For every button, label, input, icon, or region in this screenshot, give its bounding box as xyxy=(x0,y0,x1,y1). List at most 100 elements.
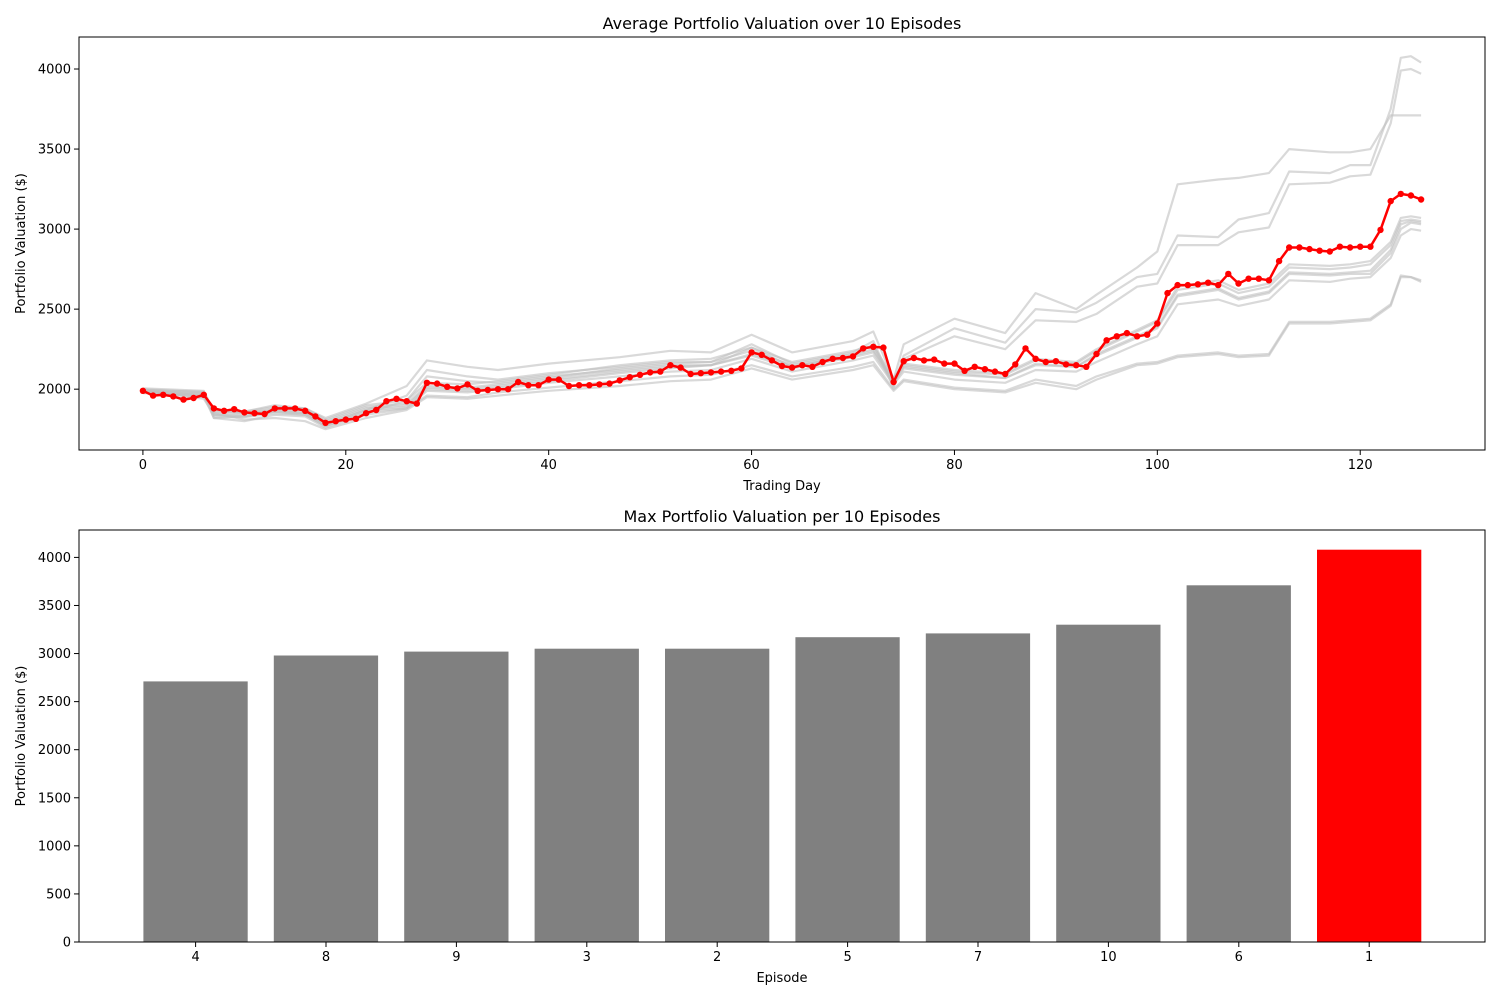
episode-line-9 xyxy=(142,274,1422,429)
average-point xyxy=(961,367,968,374)
average-point xyxy=(373,406,380,414)
y-tick-label: 0 xyxy=(63,936,71,951)
average-point xyxy=(1306,245,1313,253)
average-point xyxy=(180,396,187,403)
average-point xyxy=(444,383,451,390)
average-point xyxy=(312,413,319,420)
average-point xyxy=(941,360,948,367)
average-point xyxy=(768,357,776,364)
average-point xyxy=(423,379,431,386)
average-point xyxy=(1144,331,1151,338)
average-point xyxy=(555,376,562,383)
average-point xyxy=(819,358,826,366)
line-chart-title: Average Portfolio Valuation over 10 Epis… xyxy=(603,14,962,33)
average-point xyxy=(717,368,725,375)
average-point xyxy=(160,391,167,398)
average-point xyxy=(1336,243,1344,250)
average-point xyxy=(1164,289,1171,297)
average-point xyxy=(1032,355,1039,362)
average-point xyxy=(200,391,207,398)
episode-line-5 xyxy=(142,215,1422,421)
average-point xyxy=(799,362,806,369)
x-tick-label: 6 xyxy=(1235,950,1243,965)
average-point xyxy=(281,405,289,412)
average-point xyxy=(636,371,644,378)
average-point xyxy=(880,344,887,351)
average-point xyxy=(535,382,542,389)
average-point xyxy=(1194,281,1202,288)
average-point xyxy=(413,400,420,407)
x-tick-label: 8 xyxy=(322,950,330,965)
average-point xyxy=(981,366,989,373)
average-point xyxy=(403,398,410,405)
episode-line-2 xyxy=(142,228,1422,428)
average-point xyxy=(728,367,735,374)
average-point xyxy=(291,405,299,412)
y-tick-label: 2000 xyxy=(38,383,71,398)
average-point xyxy=(991,368,999,375)
average-point xyxy=(383,398,390,405)
bar-x-ticks: 4 8 9 3 2 5 7 10 6 1 xyxy=(191,942,1373,965)
average-point xyxy=(190,394,197,402)
average-point xyxy=(342,416,349,423)
line-y-ticks: 2000 2500 3000 3500 4000 xyxy=(38,63,79,398)
average-point xyxy=(494,386,502,393)
average-point xyxy=(758,351,765,358)
episode-line-10 xyxy=(142,276,1422,431)
average-point xyxy=(870,343,877,350)
average-point xyxy=(1255,275,1263,282)
y-tick-label: 4000 xyxy=(38,63,71,78)
bar-episode-3 xyxy=(534,648,639,942)
average-point xyxy=(920,357,928,364)
average-point xyxy=(474,387,481,394)
average-point xyxy=(839,354,847,362)
y-tick-label: 3000 xyxy=(38,647,71,662)
y-tick-label: 3500 xyxy=(38,143,71,158)
average-point xyxy=(1042,358,1050,366)
average-point xyxy=(1296,244,1303,251)
average-point xyxy=(210,405,218,412)
bar-chart-title: Max Portfolio Valuation per 10 Episodes xyxy=(624,507,941,526)
average-point xyxy=(738,365,745,372)
average-point xyxy=(433,380,441,387)
average-point xyxy=(525,382,532,389)
bar-y-ticks: 0 500 1000 1500 2000 2500 3000 3500 4000 xyxy=(38,551,79,951)
average-point xyxy=(1012,361,1019,368)
average-point xyxy=(231,406,238,413)
bar-episode-9 xyxy=(404,651,509,942)
average-point xyxy=(302,407,309,414)
average-point xyxy=(1407,192,1415,199)
average-point xyxy=(1235,280,1242,287)
y-tick-label: 1500 xyxy=(38,791,71,806)
average-point xyxy=(1397,190,1405,198)
average-point xyxy=(1002,370,1009,378)
average-point xyxy=(1225,270,1232,278)
average-point xyxy=(575,382,583,389)
average-point xyxy=(251,410,258,417)
average-point xyxy=(1417,196,1425,203)
x-tick-label: 4 xyxy=(191,950,199,965)
average-point xyxy=(332,418,339,425)
average-point xyxy=(139,387,147,394)
average-point xyxy=(504,386,512,393)
average-point xyxy=(1387,197,1394,205)
x-tick-label: 7 xyxy=(974,950,982,965)
y-tick-label: 2500 xyxy=(38,303,71,318)
average-point xyxy=(788,364,796,371)
average-point xyxy=(1286,244,1293,251)
average-point xyxy=(1133,333,1141,340)
average-point xyxy=(464,381,471,388)
average-point xyxy=(778,362,786,370)
average-point xyxy=(606,380,613,387)
average-point xyxy=(454,385,461,392)
average-point xyxy=(241,409,248,416)
average-point xyxy=(1245,275,1252,282)
average-point xyxy=(586,382,593,389)
bar-chart: Max Portfolio Valuation per 10 Episodes … xyxy=(14,507,1486,986)
bar-episode-8 xyxy=(273,655,379,942)
average-point xyxy=(261,410,268,418)
average-point xyxy=(393,395,400,402)
average-point xyxy=(1052,358,1060,365)
average-point xyxy=(565,382,573,390)
bar-episode-5 xyxy=(795,637,900,942)
